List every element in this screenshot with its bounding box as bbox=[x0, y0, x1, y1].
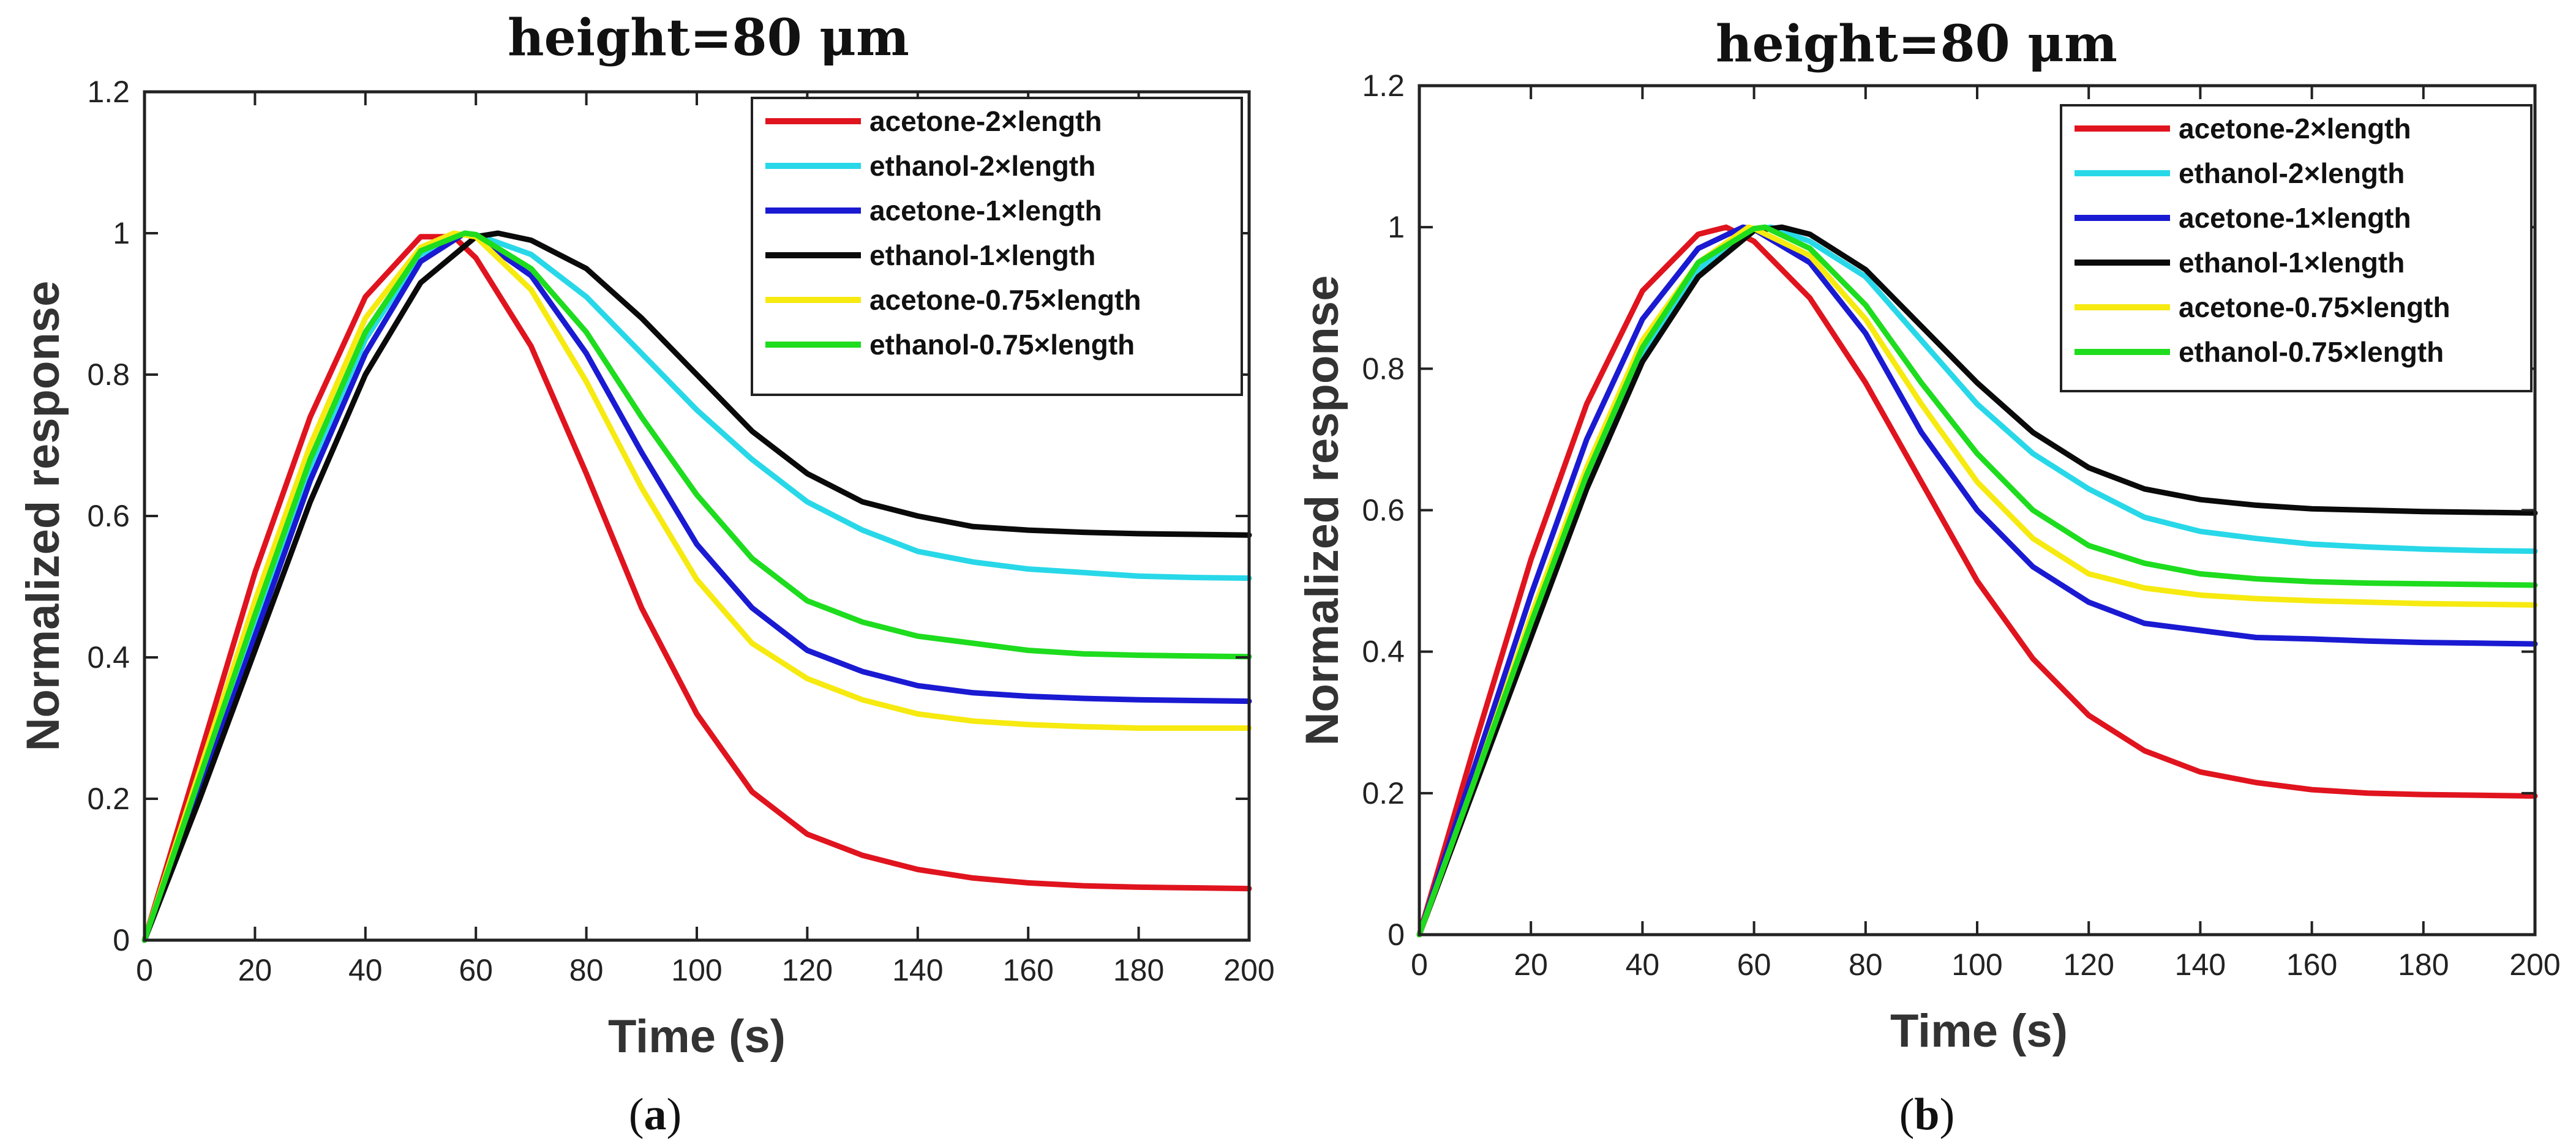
x-tick-label: 200 bbox=[2509, 948, 2560, 982]
legend-item: acetone-2×length bbox=[765, 105, 1102, 137]
x-tick-label: 80 bbox=[569, 953, 604, 987]
x-tick-label: 100 bbox=[1951, 948, 2002, 982]
x-tick-label: 60 bbox=[459, 953, 493, 987]
series-line-5 bbox=[141, 230, 1252, 943]
legend-item: acetone-2×length bbox=[2075, 113, 2411, 144]
y-tick-label: 1 bbox=[113, 216, 130, 250]
y-tick-label: 1 bbox=[1388, 210, 1405, 244]
x-tick-label: 120 bbox=[2063, 948, 2114, 982]
legend-label: acetone-2×length bbox=[869, 105, 1102, 137]
legend-label: acetone-0.75×length bbox=[869, 284, 1141, 316]
legend-label: ethanol-0.75×length bbox=[869, 329, 1135, 361]
y-tick-label: 0.8 bbox=[1362, 351, 1405, 386]
x-axis-ticks: 0 20 40 60 80 100 120 140 160 180 200 bbox=[1411, 86, 2561, 982]
series-lines bbox=[1416, 224, 2538, 938]
legend-item: acetone-1×length bbox=[765, 195, 1102, 226]
y-tick-label: 0.4 bbox=[87, 640, 130, 675]
x-axis-label: Time (s) bbox=[1890, 1005, 2068, 1057]
legend-label: acetone-0.75×length bbox=[2179, 291, 2450, 323]
y-tick-label: 0.4 bbox=[1362, 635, 1405, 669]
chart-title: height=80 μm bbox=[1716, 15, 2117, 73]
panel-caption: (a) bbox=[629, 1090, 682, 1140]
legend-item: ethanol-2×length bbox=[2075, 157, 2405, 189]
x-tick-label: 180 bbox=[2398, 948, 2449, 982]
legend-item: acetone-1×length bbox=[2075, 202, 2411, 234]
legend-item: ethanol-0.75×length bbox=[2075, 336, 2444, 368]
x-tick-label: 200 bbox=[1223, 953, 1274, 987]
legend-item: ethanol-1×length bbox=[765, 239, 1095, 271]
x-tick-label: 0 bbox=[136, 953, 153, 987]
legend-item: acetone-0.75×length bbox=[765, 284, 1141, 316]
x-tick-label: 140 bbox=[2175, 948, 2226, 982]
x-tick-label: 60 bbox=[1737, 948, 1771, 982]
x-axis-ticks: 0 20 40 60 80 100 120 140 160 180 200 bbox=[136, 92, 1275, 987]
y-axis-label: Normalized response bbox=[1296, 275, 1348, 746]
legend-label: acetone-2×length bbox=[2179, 113, 2411, 144]
panel-caption: (b) bbox=[1899, 1090, 1955, 1140]
x-tick-label: 100 bbox=[671, 953, 722, 987]
legend-label: acetone-1×length bbox=[2179, 202, 2411, 234]
x-tick-label: 0 bbox=[1411, 948, 1428, 982]
chart-panel-b: height=80 μm 0 20 40 60 80 100 120 140 160 180 200… bbox=[1296, 15, 2561, 1140]
series-line-0 bbox=[141, 234, 1252, 943]
legend: acetone-2×length ethanol-2×length acetone-… bbox=[751, 97, 1243, 396]
series-line-1 bbox=[141, 230, 1252, 943]
x-tick-label: 180 bbox=[1113, 953, 1164, 987]
chart-panel-a: height=80 μm 0 20 40 60 80 100 120 140 160 180 200… bbox=[17, 9, 1275, 1140]
legend-box bbox=[2060, 104, 2533, 392]
x-tick-label: 160 bbox=[2286, 948, 2337, 982]
legend-item: ethanol-1×length bbox=[2075, 247, 2405, 279]
legend-label: acetone-1×length bbox=[869, 195, 1102, 226]
series-line-2 bbox=[141, 230, 1252, 943]
series-line-4 bbox=[141, 230, 1252, 943]
y-tick-label: 0.2 bbox=[1362, 776, 1405, 810]
x-axis-label: Time (s) bbox=[608, 1011, 786, 1063]
series-line-0 bbox=[1416, 224, 2538, 938]
y-tick-label: 0.2 bbox=[87, 782, 130, 816]
legend-label: ethanol-1×length bbox=[869, 239, 1095, 271]
series-line-3 bbox=[1416, 224, 2538, 938]
series-lines bbox=[141, 230, 1252, 943]
x-tick-label: 20 bbox=[1514, 948, 1548, 982]
series-line-4 bbox=[1416, 224, 2538, 938]
series-line-2 bbox=[1416, 224, 2538, 938]
y-axis-ticks: 0 0.2 0.4 0.6 0.8 1 1.2 bbox=[87, 75, 1249, 957]
legend-item: ethanol-2×length bbox=[765, 150, 1095, 182]
y-tick-label: 1.2 bbox=[87, 75, 130, 109]
y-tick-label: 0.8 bbox=[87, 357, 130, 392]
y-tick-label: 1.2 bbox=[1362, 69, 1405, 103]
x-tick-label: 120 bbox=[782, 953, 833, 987]
legend-item: ethanol-0.75×length bbox=[765, 329, 1135, 361]
legend-label: ethanol-1×length bbox=[2179, 247, 2405, 279]
y-tick-label: 0.6 bbox=[1362, 493, 1405, 528]
legend-label: ethanol-2×length bbox=[2179, 157, 2405, 189]
x-tick-label: 40 bbox=[1626, 948, 1660, 982]
legend: acetone-2×length ethanol-2×length acetone-… bbox=[2060, 104, 2533, 392]
legend-item: acetone-0.75×length bbox=[2075, 291, 2450, 323]
x-tick-label: 160 bbox=[1002, 953, 1053, 987]
x-tick-label: 20 bbox=[238, 953, 272, 987]
legend-label: ethanol-0.75×length bbox=[2179, 336, 2444, 368]
series-line-3 bbox=[141, 230, 1252, 943]
x-tick-label: 40 bbox=[348, 953, 383, 987]
y-tick-label: 0 bbox=[113, 923, 130, 957]
x-tick-label: 140 bbox=[892, 953, 943, 987]
legend-label: ethanol-2×length bbox=[869, 150, 1095, 182]
y-tick-label: 0 bbox=[1388, 918, 1405, 952]
series-line-5 bbox=[1416, 224, 2538, 938]
x-tick-label: 80 bbox=[1849, 948, 1883, 982]
chart-title: height=80 μm bbox=[508, 9, 909, 67]
y-axis-label: Normalized response bbox=[17, 281, 69, 752]
y-tick-label: 0.6 bbox=[87, 499, 130, 533]
